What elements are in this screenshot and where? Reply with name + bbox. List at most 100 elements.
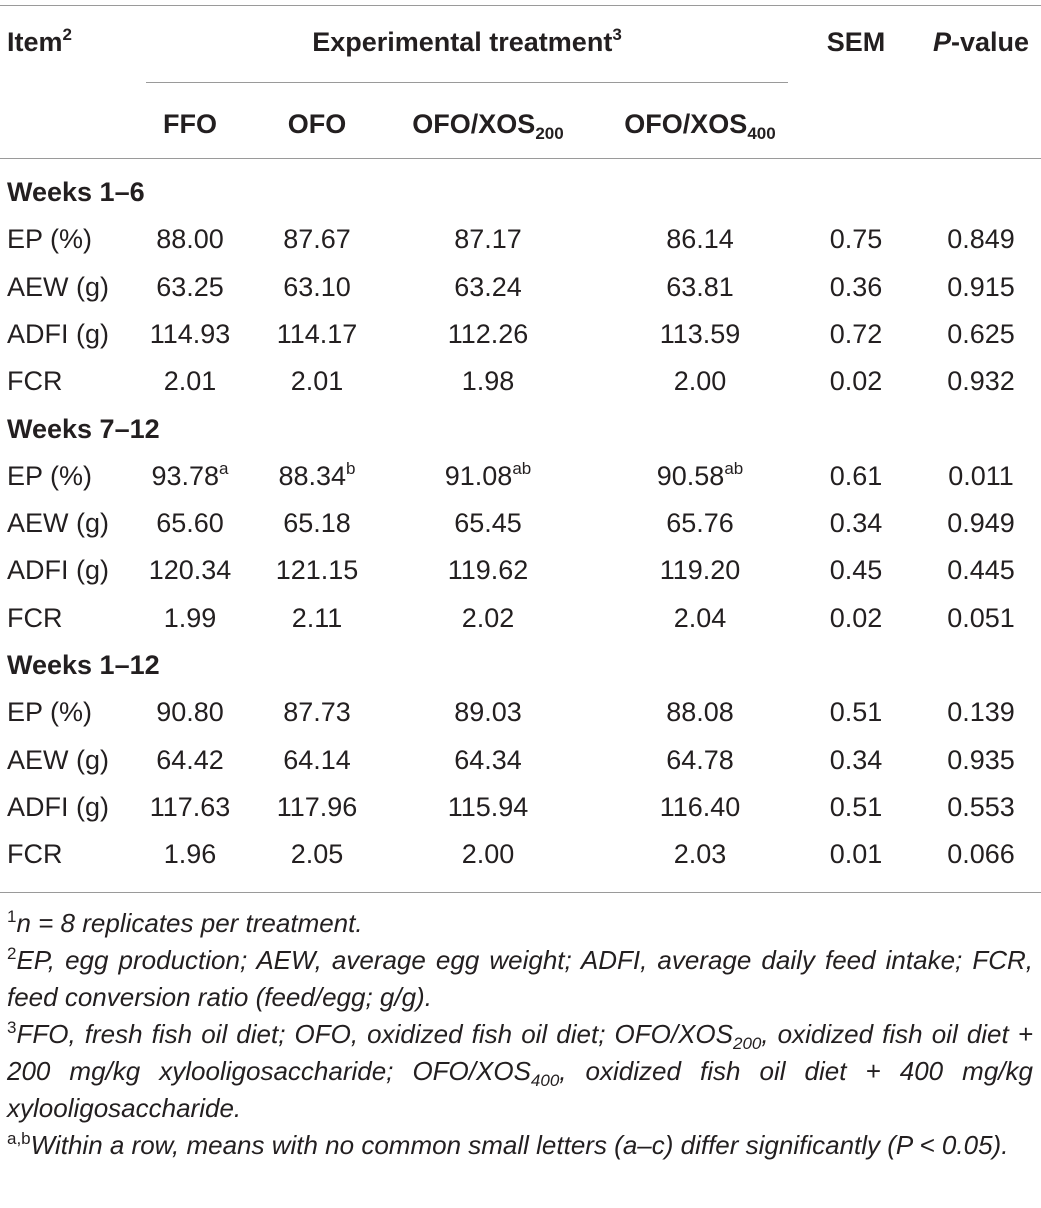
table-cell-value: 2.01 bbox=[290, 366, 344, 397]
table-cell-value: 2.04 bbox=[673, 602, 727, 633]
row-item-label: EP (%) bbox=[7, 697, 93, 728]
table-cell-value: 117.63 bbox=[149, 791, 231, 822]
header-bottom-rule bbox=[0, 158, 1041, 159]
header-sem: SEM bbox=[826, 27, 886, 57]
table-cell-value: 64.34 bbox=[454, 744, 522, 775]
table-cell-p-value: 0.915 bbox=[947, 271, 1015, 302]
table-cell-value: 114.17 bbox=[276, 318, 358, 349]
footnote-text: n = 8 replicates per treatment. bbox=[16, 908, 363, 938]
section-title: Weeks 1–12 bbox=[7, 650, 160, 680]
header-p-value: P-value bbox=[932, 27, 1030, 57]
table-cell-value: 88.08 bbox=[666, 697, 734, 728]
table-cell-value: 87.67 bbox=[283, 224, 351, 255]
table-cell-sem: 0.34 bbox=[829, 508, 883, 539]
table-cell-sem: 0.02 bbox=[829, 602, 883, 633]
table-cell-value: 116.40 bbox=[659, 791, 741, 822]
table-cell-value: 90.58ab bbox=[656, 458, 744, 491]
footnote: a,bWithin a row, means with no common sm… bbox=[7, 1127, 1033, 1164]
table-cell-p-value: 0.051 bbox=[947, 602, 1015, 633]
significance-letter: ab bbox=[512, 458, 532, 478]
table-cell-value: 86.14 bbox=[666, 224, 734, 255]
table-cell-p-value: 0.066 bbox=[947, 839, 1015, 870]
treatment-group-rule bbox=[146, 82, 788, 83]
footnote: 1n = 8 replicates per treatment. bbox=[7, 905, 1033, 942]
table-cell-value: 2.01 bbox=[163, 366, 217, 397]
table-cell-value: 87.17 bbox=[454, 224, 522, 255]
row-item-label: AEW (g) bbox=[7, 744, 110, 775]
table-cell-value: 65.76 bbox=[666, 508, 734, 539]
table-cell-value: 63.25 bbox=[156, 271, 224, 302]
table-cell-value: 120.34 bbox=[148, 555, 232, 586]
table-cell-value: 65.18 bbox=[283, 508, 351, 539]
table-cell-sem: 0.72 bbox=[829, 318, 883, 349]
significance-letter: b bbox=[346, 458, 356, 478]
table-cell-value: 2.00 bbox=[461, 839, 515, 870]
footnote-text: Within a row, means with no common small… bbox=[30, 1130, 1009, 1160]
table-cell-p-value: 0.932 bbox=[947, 366, 1015, 397]
table-cell-value: 1.96 bbox=[163, 839, 217, 870]
header-treatment-ffo: FFO bbox=[163, 109, 217, 139]
row-item-label: ADFI (g) bbox=[7, 555, 110, 586]
table-cell-sem: 0.61 bbox=[829, 460, 883, 491]
table-cell-value: 64.78 bbox=[666, 744, 734, 775]
table-cell-sem: 0.75 bbox=[829, 224, 883, 255]
table-cell-value: 2.03 bbox=[673, 839, 727, 870]
footnote: 2EP, egg production; AEW, average egg we… bbox=[7, 942, 1033, 1016]
table-cell-value: 65.60 bbox=[156, 508, 224, 539]
table-cell-value: 91.08ab bbox=[444, 458, 532, 491]
header-treatment-ofo-xos200: OFO/XOS200 bbox=[412, 109, 564, 143]
footnote-marker: 2 bbox=[7, 944, 17, 963]
table-bottom-rule bbox=[0, 892, 1041, 893]
row-item-label: EP (%) bbox=[7, 460, 93, 491]
header-item: Item2 bbox=[7, 25, 72, 57]
table-cell-value: 112.26 bbox=[447, 318, 529, 349]
table-cell-sem: 0.51 bbox=[829, 697, 883, 728]
table-cell-value: 88.00 bbox=[156, 224, 224, 255]
footnote: 3FFO, fresh fish oil diet; OFO, oxidized… bbox=[7, 1016, 1033, 1127]
table-cell-value: 117.96 bbox=[276, 791, 358, 822]
significance-letter: ab bbox=[724, 458, 744, 478]
footnote-marker: 3 bbox=[7, 1018, 17, 1037]
table-cell-value: 65.45 bbox=[454, 508, 522, 539]
table-cell-sem: 0.51 bbox=[829, 791, 883, 822]
table-cell-p-value: 0.011 bbox=[948, 460, 1014, 491]
table-cell-p-value: 0.553 bbox=[947, 791, 1015, 822]
table-cell-p-value: 0.139 bbox=[947, 697, 1015, 728]
table-cell-value: 64.14 bbox=[283, 744, 351, 775]
significance-letter: a bbox=[219, 458, 229, 478]
table-cell-value: 115.94 bbox=[447, 791, 529, 822]
section-title: Weeks 1–6 bbox=[7, 177, 145, 207]
table-cell-value: 93.78a bbox=[151, 458, 229, 491]
table-cell-sem: 0.36 bbox=[829, 271, 883, 302]
footnote-text: , oxidized fish oil diet + 200 mg/kg xyl… bbox=[7, 1019, 1034, 1086]
row-item-label: FCR bbox=[7, 602, 63, 633]
table-cell-value: 87.73 bbox=[283, 697, 351, 728]
table-cell-value: 121.15 bbox=[275, 555, 359, 586]
row-item-label: AEW (g) bbox=[7, 508, 110, 539]
footnote-text: FFO, fresh fish oil diet; OFO, oxidized … bbox=[16, 1019, 733, 1049]
table-cell-sem: 0.34 bbox=[829, 744, 883, 775]
footnote-subscript: 200 bbox=[733, 1034, 762, 1053]
table-cell-value: 88.34b bbox=[278, 458, 356, 491]
footnote-text: EP, egg production; AEW, average egg wei… bbox=[7, 945, 1033, 1012]
table-cell-sem: 0.45 bbox=[829, 555, 883, 586]
footnote-subscript: 400 bbox=[530, 1071, 560, 1090]
row-item-label: EP (%) bbox=[7, 224, 93, 255]
row-item-label: ADFI (g) bbox=[7, 318, 110, 349]
row-item-label: ADFI (g) bbox=[7, 791, 110, 822]
footnotes: 1n = 8 replicates per treatment. 2EP, egg… bbox=[7, 905, 1033, 1164]
table-cell-value: 2.02 bbox=[461, 602, 515, 633]
table-cell-p-value: 0.849 bbox=[947, 224, 1015, 255]
table-cell-value: 63.10 bbox=[283, 271, 351, 302]
row-item-label: FCR bbox=[7, 366, 63, 397]
table-cell-value: 90.80 bbox=[156, 697, 224, 728]
table-cell-value: 119.62 bbox=[447, 555, 529, 586]
table-cell-value: 2.00 bbox=[673, 366, 727, 397]
footnote-marker: 1 bbox=[7, 907, 17, 926]
table-cell-value: 2.05 bbox=[290, 839, 344, 870]
table-top-rule bbox=[0, 5, 1041, 6]
table-cell-value: 114.93 bbox=[149, 318, 231, 349]
table-cell-value: 119.20 bbox=[659, 555, 741, 586]
table-cell-sem: 0.01 bbox=[829, 839, 883, 870]
footnote-text: , oxidized fish oil diet + 400 mg/kg xyl… bbox=[7, 1056, 1033, 1123]
